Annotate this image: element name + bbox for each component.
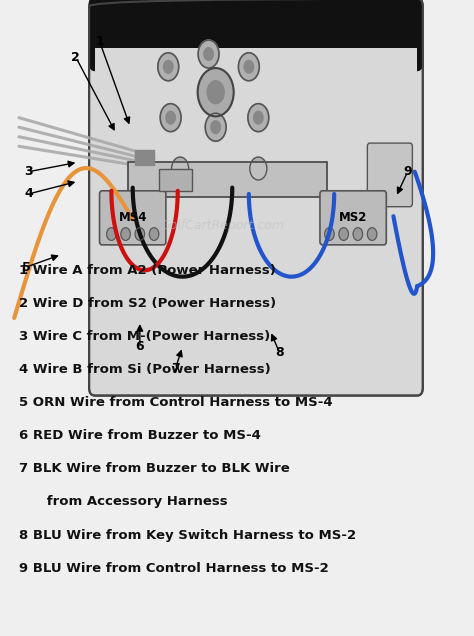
FancyBboxPatch shape: [100, 191, 166, 245]
Circle shape: [211, 121, 220, 134]
Circle shape: [198, 40, 219, 68]
Text: 9: 9: [403, 165, 412, 178]
Text: 3: 3: [24, 165, 33, 178]
Circle shape: [158, 53, 179, 81]
Circle shape: [172, 157, 189, 180]
Bar: [135, 156, 154, 165]
Circle shape: [149, 228, 159, 240]
Text: MS2: MS2: [339, 211, 367, 225]
Bar: [95, 48, 417, 388]
FancyBboxPatch shape: [367, 143, 412, 207]
Circle shape: [121, 228, 130, 240]
Text: MS4: MS4: [118, 211, 147, 225]
Circle shape: [248, 104, 269, 132]
Text: 8 BLU Wire from Key Switch Harness to MS-2: 8 BLU Wire from Key Switch Harness to MS…: [19, 529, 356, 541]
Text: 5 ORN Wire from Control Harness to MS-4: 5 ORN Wire from Control Harness to MS-4: [19, 396, 333, 409]
Text: 3 Wire C from M-(Power Harness): 3 Wire C from M-(Power Harness): [19, 330, 270, 343]
Circle shape: [254, 111, 263, 124]
Circle shape: [244, 60, 254, 73]
Bar: [135, 150, 154, 159]
Circle shape: [250, 157, 267, 180]
Bar: [95, 6, 417, 60]
Text: 1: 1: [95, 35, 104, 48]
Circle shape: [238, 53, 259, 81]
FancyBboxPatch shape: [89, 0, 423, 396]
Text: GolfCartReport.com: GolfCartReport.com: [161, 219, 285, 232]
Text: 8: 8: [275, 347, 284, 359]
Text: 9 BLU Wire from Control Harness to MS-2: 9 BLU Wire from Control Harness to MS-2: [19, 562, 328, 574]
Circle shape: [204, 48, 213, 60]
Circle shape: [160, 104, 181, 132]
Text: 2 Wire D from S2 (Power Harness): 2 Wire D from S2 (Power Harness): [19, 297, 276, 310]
Text: 7: 7: [171, 363, 180, 375]
Text: 4 Wire B from Si (Power Harness): 4 Wire B from Si (Power Harness): [19, 363, 271, 376]
Bar: [128, 162, 327, 197]
Text: from Accessory Harness: from Accessory Harness: [19, 495, 228, 508]
Circle shape: [198, 68, 234, 116]
Circle shape: [207, 81, 224, 104]
Circle shape: [166, 111, 175, 124]
Text: 4: 4: [24, 188, 33, 200]
Text: 6 RED Wire from Buzzer to MS-4: 6 RED Wire from Buzzer to MS-4: [19, 429, 261, 442]
FancyBboxPatch shape: [320, 191, 386, 245]
Text: 5: 5: [22, 261, 30, 273]
Text: 2: 2: [72, 51, 80, 64]
Text: 7 BLK Wire from Buzzer to BLK Wire: 7 BLK Wire from Buzzer to BLK Wire: [19, 462, 290, 475]
Circle shape: [205, 113, 226, 141]
Circle shape: [107, 228, 116, 240]
Text: 6: 6: [136, 340, 144, 353]
Circle shape: [325, 228, 334, 240]
Text: 1 Wire A from A2 (Power Harness): 1 Wire A from A2 (Power Harness): [19, 264, 276, 277]
Circle shape: [164, 60, 173, 73]
Circle shape: [367, 228, 377, 240]
Bar: [159, 169, 192, 191]
Circle shape: [353, 228, 363, 240]
Circle shape: [339, 228, 348, 240]
FancyBboxPatch shape: [89, 0, 423, 71]
Circle shape: [135, 228, 145, 240]
